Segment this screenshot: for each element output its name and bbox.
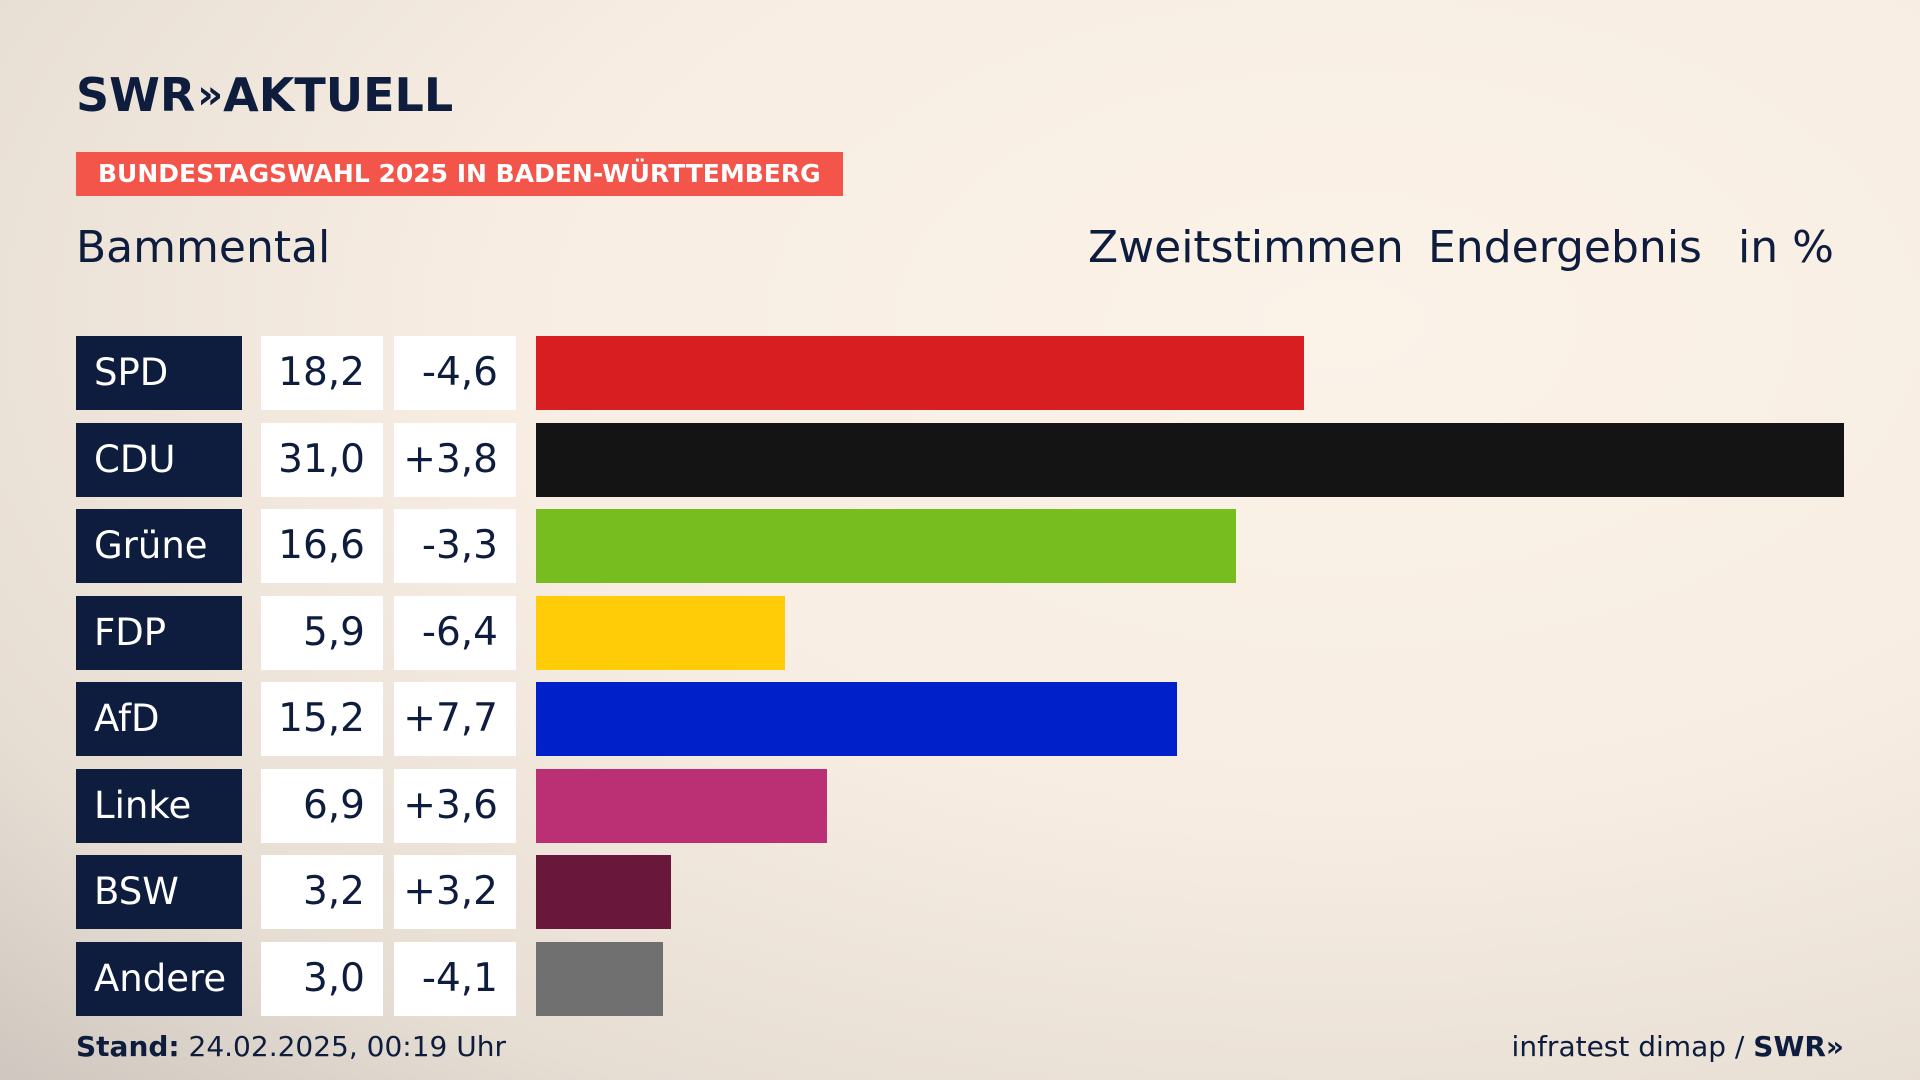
timestamp: Stand: 24.02.2025, 00:19 Uhr — [76, 1030, 506, 1063]
swr-aktuell-logo: SWR » AKTUELL — [76, 68, 453, 122]
region-title: Bammental — [76, 222, 331, 273]
source-brand: SWR — [1753, 1030, 1826, 1063]
bar — [536, 855, 671, 929]
party-label: FDP — [76, 595, 242, 670]
bar — [536, 595, 785, 670]
brand-product: AKTUELL — [223, 68, 454, 122]
party-label: Andere — [76, 941, 242, 1016]
value-label: 16,6 — [261, 509, 383, 583]
party-label: Linke — [76, 768, 242, 843]
diff-label: +3,6 — [394, 768, 516, 843]
header-vote-type: Zweitstimmen — [1088, 222, 1404, 273]
party-label: SPD — [76, 336, 242, 410]
header-result-type: Endergebnis — [1428, 222, 1702, 273]
election-banner: BUNDESTAGSWAHL 2025 IN BADEN-WÜRTTEMBERG — [76, 152, 843, 196]
party-label: CDU — [76, 422, 242, 497]
party-label: AfD — [76, 682, 242, 756]
value-label: 6,9 — [261, 768, 383, 843]
value-label: 5,9 — [261, 595, 383, 670]
diff-label: +3,2 — [394, 855, 516, 929]
chevron-right-icon: » — [197, 72, 223, 118]
stand-value: 24.02.2025, 00:19 Uhr — [188, 1030, 506, 1063]
party-label: Grüne — [76, 509, 242, 583]
value-label: 3,0 — [261, 941, 383, 1016]
value-label: 31,0 — [261, 422, 383, 497]
source-credit: infratest dimap / SWR» — [1512, 1030, 1844, 1063]
value-label: 15,2 — [261, 682, 383, 756]
bar — [536, 768, 827, 843]
party-label: BSW — [76, 855, 242, 929]
bar — [536, 509, 1236, 583]
bar — [536, 422, 1844, 497]
diff-label: -4,1 — [394, 941, 516, 1016]
value-label: 18,2 — [261, 336, 383, 410]
bar — [536, 682, 1177, 756]
source-text: infratest dimap / — [1511, 1030, 1745, 1063]
value-label: 3,2 — [261, 855, 383, 929]
diff-label: -6,4 — [394, 595, 516, 670]
diff-label: -4,6 — [394, 336, 516, 410]
header-unit: in % — [1738, 222, 1834, 273]
diff-label: -3,3 — [394, 509, 516, 583]
brand-name: SWR — [76, 68, 196, 122]
diff-label: +7,7 — [394, 682, 516, 756]
diff-label: +3,8 — [394, 422, 516, 497]
bar — [536, 336, 1304, 410]
bar — [536, 941, 663, 1016]
stand-label: Stand: — [76, 1030, 180, 1063]
source-chevron-icon: » — [1825, 1030, 1844, 1063]
